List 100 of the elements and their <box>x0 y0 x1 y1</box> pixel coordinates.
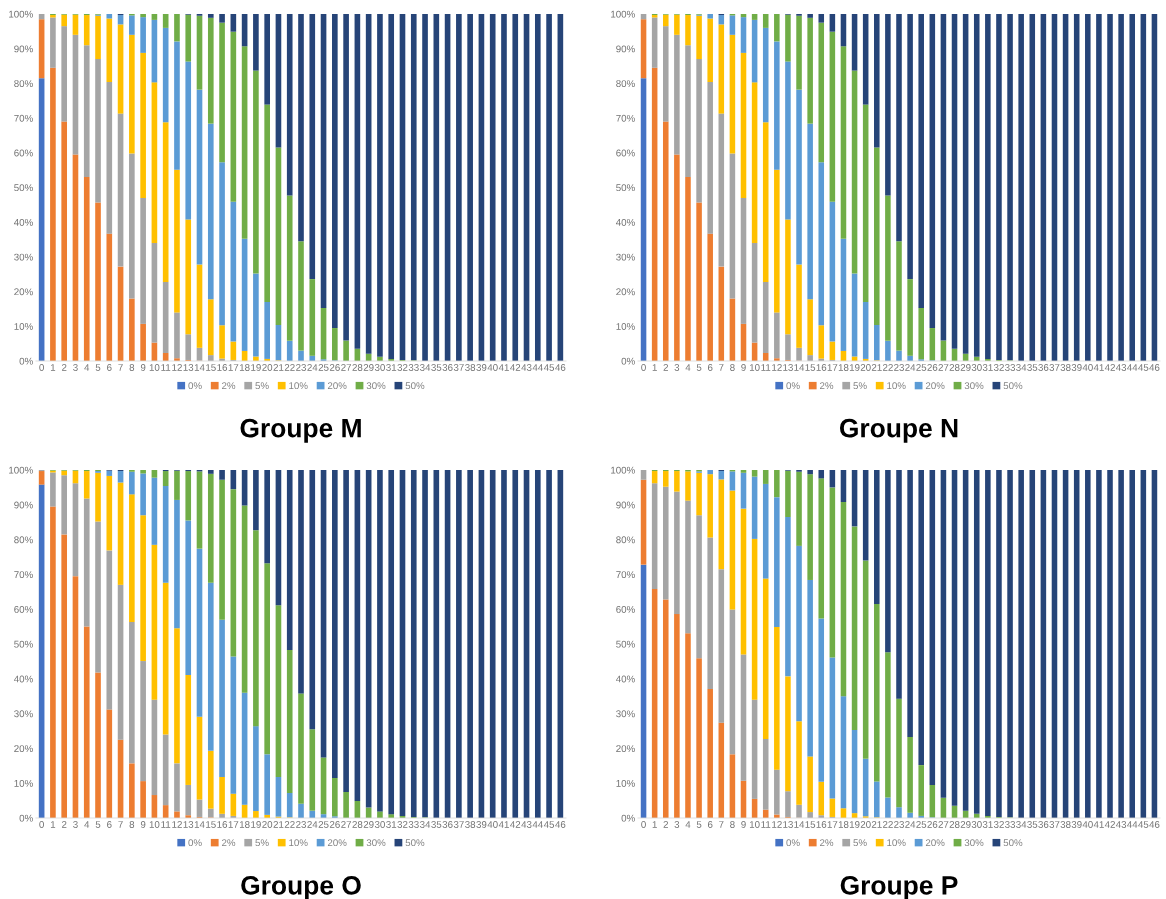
legend-label: 2% <box>222 839 236 847</box>
x-tick-label: 15 <box>805 821 816 828</box>
x-tick-label: 24 <box>905 364 916 371</box>
x-tick-label: 24 <box>905 821 916 828</box>
x-tick-label: 30 <box>374 364 385 371</box>
x-tick-label: 17 <box>827 821 838 828</box>
x-tick-label: 5 <box>95 821 101 828</box>
x-tick-label: 11 <box>761 821 771 828</box>
y-tick-label: 90% <box>616 501 635 509</box>
x-tick-label: 40 <box>487 364 498 371</box>
legend-label: 20% <box>327 382 347 390</box>
x-tick-label: 36 <box>442 821 453 828</box>
y-tick-label: 80% <box>616 80 635 88</box>
x-tick-label: 7 <box>719 821 724 828</box>
y-tick-label: 0% <box>621 814 635 822</box>
y-tick-label: 40% <box>13 218 33 226</box>
x-tick-label: 21 <box>273 821 284 828</box>
x-tick-label: 46 <box>555 821 566 828</box>
y-tick-label: 20% <box>616 745 635 753</box>
legend-label: 2% <box>820 382 834 390</box>
legend-label: 20% <box>925 382 945 390</box>
x-tick-label: 29 <box>960 364 971 371</box>
x-tick-label: 30 <box>971 364 982 371</box>
y-tick-label: 100% <box>9 466 33 474</box>
legend-label: 50% <box>405 839 425 847</box>
y-tick-label: 30% <box>616 253 635 261</box>
x-tick-label: 38 <box>465 364 476 371</box>
x-tick-label: 3 <box>674 821 680 828</box>
y-tick-label: 30% <box>14 710 33 718</box>
y-tick-label: 70% <box>14 571 33 579</box>
x-tick-label: 36 <box>1038 821 1049 828</box>
y-tick-label: 20% <box>14 288 33 296</box>
x-tick-label: 37 <box>453 821 464 828</box>
x-tick-label: 37 <box>453 364 464 371</box>
x-tick-label: 12 <box>772 364 782 371</box>
x-tick-label: 6 <box>707 821 713 828</box>
x-tick-label: 27 <box>938 364 949 371</box>
x-tick-label: 40 <box>487 821 498 828</box>
x-tick-label: 36 <box>1038 364 1049 371</box>
legend-label: 0% <box>188 839 202 847</box>
x-tick-label: 43 <box>1115 821 1127 828</box>
x-tick-label: 37 <box>1049 364 1060 371</box>
x-tick-label: 2 <box>61 364 67 371</box>
y-tick-label: 60% <box>616 149 635 157</box>
x-tick-label: 31 <box>982 364 993 371</box>
x-tick-label: 23 <box>296 364 306 371</box>
legend-label: 2% <box>222 382 236 390</box>
x-tick-label: 23 <box>894 821 904 828</box>
y-tick-label: 50% <box>616 640 635 648</box>
x-tick-label: 28 <box>352 364 363 371</box>
x-tick-label: 16 <box>217 364 228 371</box>
text: Groupe O <box>241 876 361 899</box>
y-tick-label: 50% <box>616 184 635 192</box>
x-tick-label: 13 <box>183 821 194 828</box>
x-tick-label: 43 <box>1115 364 1127 371</box>
x-tick-label: 4 <box>84 364 90 371</box>
x-tick-label: 42 <box>1104 821 1115 828</box>
x-tick-label: 32 <box>993 821 1004 828</box>
y-tick-label: 60% <box>14 605 33 613</box>
y-tick-label: 90% <box>14 501 33 509</box>
x-tick-label: 8 <box>129 364 135 371</box>
y-tick-label: 40% <box>615 675 635 683</box>
legend-label: 30% <box>964 839 984 847</box>
x-tick-label: 33 <box>1005 364 1016 371</box>
y-tick-label: 60% <box>616 605 635 613</box>
x-tick-label: 22 <box>882 364 893 371</box>
x-tick-label: 19 <box>251 364 261 371</box>
y-tick-label: 10% <box>14 323 33 330</box>
x-tick-label: 43 <box>521 364 532 371</box>
x-tick-label: 31 <box>386 821 397 828</box>
y-tick-label: 100% <box>611 466 635 474</box>
x-tick-label: 2 <box>61 821 67 828</box>
legend-label: 5% <box>255 839 269 847</box>
legend-label: 30% <box>366 839 386 847</box>
y-tick-label: 70% <box>14 114 33 122</box>
x-tick-label: 1 <box>652 364 657 371</box>
legend-label: 5% <box>853 382 867 390</box>
x-tick-label: 40 <box>1082 364 1093 371</box>
x-tick-label: 46 <box>555 364 566 371</box>
x-tick-label: 6 <box>107 364 112 371</box>
legend-label: 5% <box>255 382 269 390</box>
x-tick-label: 28 <box>352 821 363 828</box>
x-tick-label: 22 <box>284 821 295 828</box>
x-tick-label: 19 <box>849 821 860 828</box>
x-tick-label: 17 <box>228 364 239 371</box>
x-tick-label: 27 <box>938 821 949 828</box>
x-tick-label: 7 <box>118 364 123 371</box>
x-tick-label: 25 <box>916 364 927 371</box>
x-tick-label: 21 <box>871 364 882 371</box>
x-tick-label: 24 <box>307 821 318 828</box>
x-tick-label: 1 <box>652 821 657 828</box>
x-tick-label: 39 <box>1071 364 1082 371</box>
x-tick-label: 20 <box>860 821 871 828</box>
legend-label: 0% <box>786 839 800 847</box>
x-tick-label: 26 <box>329 364 340 371</box>
x-tick-label: 25 <box>916 821 927 828</box>
x-tick-label: 4 <box>84 821 90 828</box>
y-tick-label: 90% <box>14 45 33 53</box>
legend-label: 2% <box>820 839 834 847</box>
x-tick-label: 33 <box>1005 821 1016 828</box>
